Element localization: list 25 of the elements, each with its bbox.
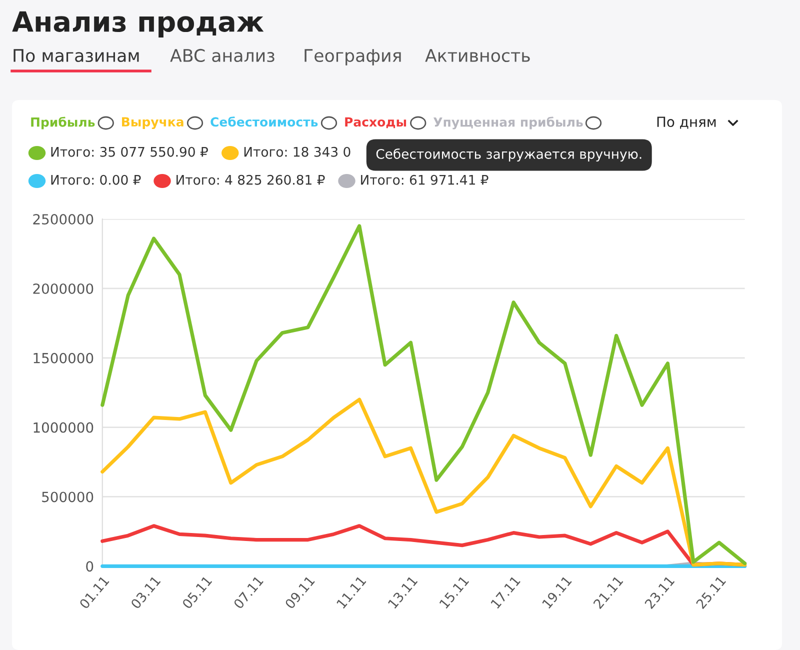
text: По магазинам [14,49,139,62]
text: Себестоимость загружается вручную. [376,148,642,162]
line-series [100,398,747,567]
y-tick-label: 1000000 [34,422,94,433]
text: По дням [657,116,716,129]
text: Итого: 18 343 0 [244,146,350,157]
y-tick-label: 2500000 [33,214,94,225]
text: Прибыль [31,116,95,130]
text: Выручка [122,117,184,130]
y-tick-label: 1500000 [34,352,94,364]
text: Себестоимость [210,116,318,127]
y-tick-label: 2000000 [33,283,94,294]
text: Итого: 4 825 260.81 ₽ [176,174,325,185]
y-tick-label: 0 [86,561,94,572]
text: Расходы [345,117,406,128]
text: Итого: 61 971.41 ₽ [361,174,488,185]
text: Итого: 35 077 550.90 ₽ [51,146,208,157]
chart-title: Анализ продаж [12,11,264,38]
text: Итого: 0.00 ₽ [51,174,141,185]
text: География [304,49,401,66]
text: Активность [425,49,530,62]
text: ABC анализ [170,48,274,62]
text: Упущенная прибыль [433,116,583,130]
line-series [100,224,747,566]
y-tick-label: 500000 [42,492,94,502]
